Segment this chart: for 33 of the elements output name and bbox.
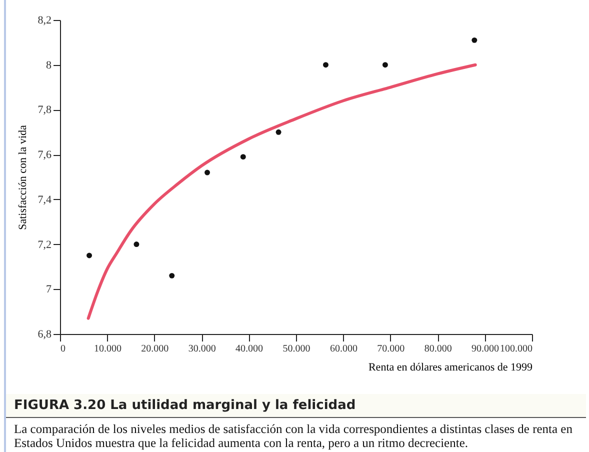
x-tick-label: 30.000 (188, 344, 216, 354)
x-tick-label: 20.000 (141, 344, 169, 354)
y-axis-title: Satisfacción con la vida (16, 125, 29, 230)
point (322, 62, 328, 68)
y-tick-label: 8,2 (38, 14, 52, 26)
text: La comparación de los niveles medios de satisfacción con la vida correspondientes a distintas clases de renta en Estados Unidos muestra que la felicidad aumenta con la renta, pero a un ritmo decreciente. (13, 421, 574, 452)
x-tick-label: 80.000 (424, 344, 452, 354)
x-tick-label: 60.000 (330, 344, 358, 354)
y-tick-label: 6,8 (38, 328, 52, 340)
point (276, 129, 282, 135)
x-tick-label: 10.000 (94, 344, 122, 354)
line-series (86, 63, 477, 320)
point (240, 154, 246, 160)
y-tick-label: 7,2 (38, 238, 52, 251)
y-tick-label: 7,8 (38, 104, 52, 116)
x-tick-label: 50.000 (282, 344, 310, 354)
x-tick-label: 40.000 (236, 344, 264, 354)
y-tick-label: 7,6 (38, 149, 52, 162)
y-tick-label: 7 (46, 284, 52, 296)
text: FIGURA 3.20 La utilidad marginal y la felicidad (6, 394, 586, 418)
point (134, 242, 140, 248)
x-tick-label: 90.000 (472, 344, 500, 354)
point (204, 170, 210, 176)
point (86, 252, 92, 258)
x-tick-label: 100.000 (500, 344, 532, 354)
point (472, 37, 478, 43)
y-tick-label: 7,4 (38, 194, 52, 206)
y-tick-label: 8 (46, 59, 52, 72)
x-tick-label: 70.000 (377, 344, 405, 354)
x-axis-title: Renta en dólares americanos de 1999 (368, 362, 533, 374)
point (382, 62, 388, 68)
point (169, 272, 175, 278)
x-tick-label: 0 (60, 344, 66, 354)
